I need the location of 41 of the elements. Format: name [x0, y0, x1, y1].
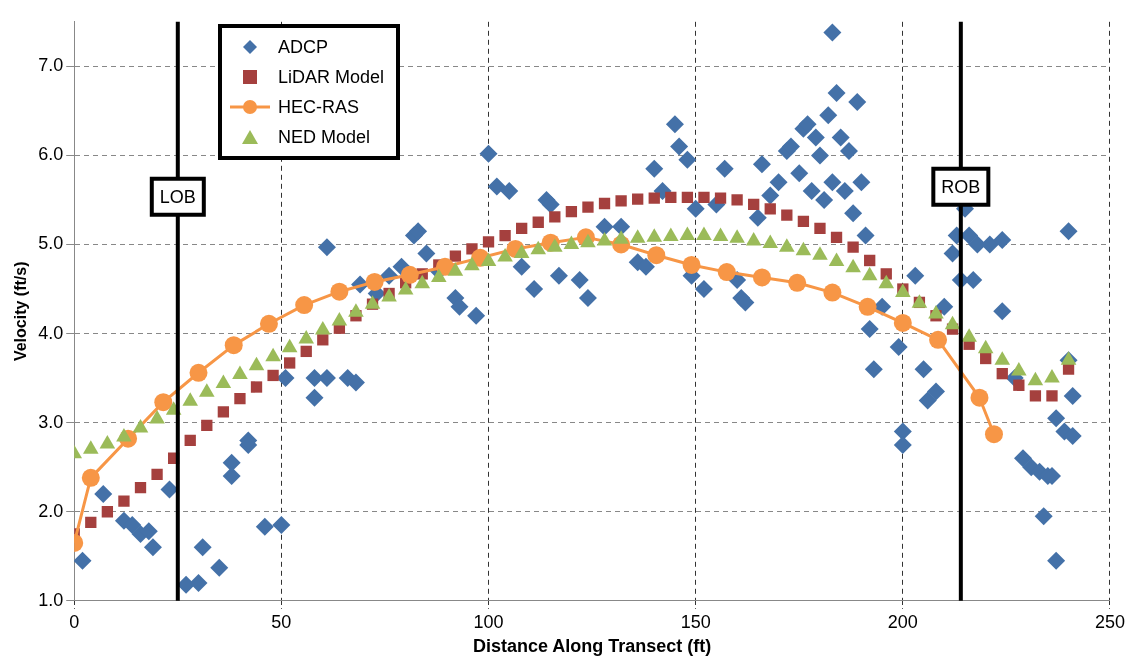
- point: [295, 296, 314, 315]
- y-tick-label: 4.0: [38, 322, 64, 343]
- point: [823, 283, 842, 302]
- point: [224, 336, 243, 355]
- x-tick-label: 150: [680, 611, 711, 632]
- legend-label: ADCP: [278, 36, 329, 58]
- point: [189, 363, 208, 382]
- point: [984, 425, 1003, 444]
- x-tick-label: 250: [1094, 611, 1126, 632]
- ref-line-label: ROB: [941, 176, 981, 197]
- x-axis-title: Distance Along Transect (ft): [472, 636, 712, 657]
- point: [365, 272, 384, 291]
- point: [970, 388, 989, 407]
- point: [858, 297, 877, 316]
- x-tick-label: 200: [887, 611, 918, 632]
- point: [752, 268, 771, 287]
- legend-label: HEC-RAS: [278, 96, 360, 118]
- x-tick-label: 100: [473, 611, 504, 632]
- ref-line-label: LOB: [159, 186, 196, 207]
- point: [81, 468, 100, 487]
- y-tick-label: 2.0: [38, 500, 64, 521]
- legend-label: LiDAR Model: [278, 66, 385, 88]
- point: [893, 313, 912, 332]
- point: [929, 330, 948, 349]
- y-axis-title: Velocity (ft/s): [12, 261, 30, 362]
- y-tick-label: 3.0: [38, 411, 64, 432]
- x-tick-label: 0: [69, 611, 80, 632]
- x-tick-label: 50: [271, 611, 292, 632]
- point: [717, 263, 736, 282]
- point: [259, 314, 278, 333]
- point: [400, 265, 419, 284]
- y-tick-label: 6.0: [38, 144, 64, 165]
- y-tick-label: 7.0: [38, 55, 64, 76]
- point: [330, 282, 349, 301]
- point: [647, 246, 666, 265]
- point: [154, 393, 173, 412]
- y-tick-label: 5.0: [38, 233, 64, 254]
- point: [788, 273, 807, 292]
- y-tick-label: 1.0: [38, 589, 64, 610]
- point: [682, 255, 701, 274]
- legend-label: NED Model: [278, 126, 371, 148]
